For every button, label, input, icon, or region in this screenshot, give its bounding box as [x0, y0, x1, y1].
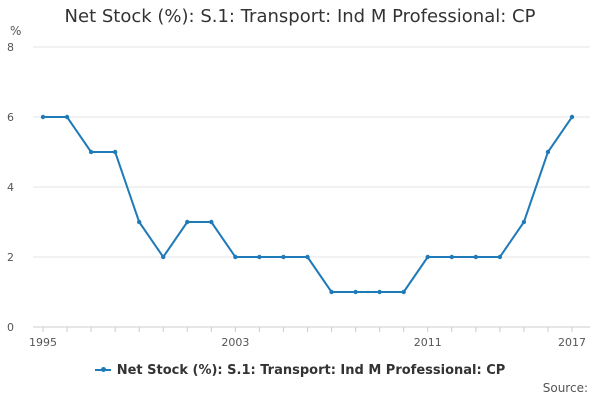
data-point[interactable] — [401, 289, 406, 295]
x-tick-label: 1995 — [29, 336, 57, 349]
data-point[interactable] — [88, 149, 94, 155]
data-point[interactable] — [209, 219, 214, 225]
y-tick-label: 2 — [7, 251, 14, 264]
data-point[interactable] — [40, 114, 46, 120]
data-point[interactable] — [545, 149, 551, 155]
data-point[interactable] — [281, 254, 286, 260]
y-axis-tick-labels: 0 2 4 6 8 — [7, 41, 14, 334]
x-axis-tick-labels: 1995 2003 2011 2017 — [29, 336, 586, 349]
data-point[interactable] — [377, 289, 382, 295]
y-axis-unit-label: % — [10, 24, 22, 38]
data-point[interactable] — [257, 254, 262, 260]
x-tick-label: 2003 — [221, 336, 249, 349]
legend-swatch-icon — [94, 366, 111, 372]
data-point[interactable] — [521, 219, 527, 225]
data-point[interactable] — [353, 289, 358, 295]
legend-label: Net Stock (%): S.1: Transport: Ind M Pro… — [116, 363, 506, 378]
data-point[interactable] — [112, 149, 118, 155]
data-point[interactable] — [497, 254, 503, 260]
legend[interactable]: Net Stock (%): S.1: Transport: Ind M Pro… — [0, 363, 600, 378]
grid-lines — [33, 46, 590, 258]
data-point[interactable] — [473, 254, 479, 260]
source-label: Source: — [542, 381, 588, 395]
x-tick-label: 2017 — [558, 336, 586, 349]
series-layer — [40, 114, 575, 295]
data-point[interactable] — [64, 114, 70, 120]
series-line — [43, 116, 573, 293]
data-point[interactable] — [136, 219, 142, 225]
y-tick-label: 4 — [7, 181, 14, 194]
y-tick-label: 8 — [7, 41, 14, 54]
data-point[interactable] — [185, 219, 190, 225]
data-point[interactable] — [449, 254, 454, 260]
data-point[interactable] — [161, 254, 166, 260]
data-point[interactable] — [425, 254, 430, 260]
y-tick-label: 0 — [7, 321, 14, 334]
data-point[interactable] — [305, 254, 310, 260]
data-point[interactable] — [233, 254, 238, 260]
data-point[interactable] — [329, 289, 334, 295]
chart-title: Net Stock (%): S.1: Transport: Ind M Pro… — [64, 6, 536, 27]
x-tick-label: 2011 — [414, 336, 442, 349]
x-axis — [33, 326, 590, 332]
y-tick-label: 6 — [7, 111, 14, 124]
data-point[interactable] — [569, 114, 575, 120]
